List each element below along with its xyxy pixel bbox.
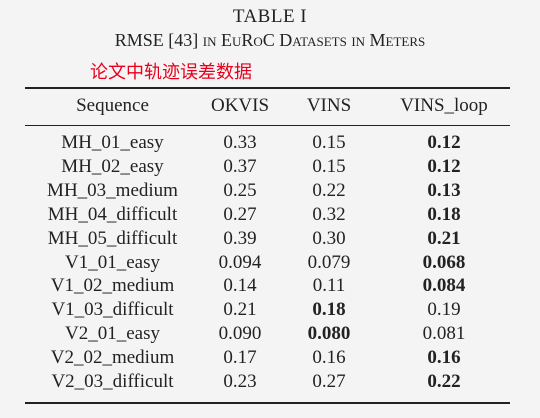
cell-okvis: 0.25 [223, 179, 257, 201]
table-row: MH_04_difficult 0.27 0.32 0.18 [25, 203, 510, 227]
cell-sequence: MH_03_medium [47, 179, 178, 201]
caption-in-1: in [202, 30, 217, 50]
header-row: Sequence OKVIS VINS VINS_loop [25, 92, 510, 120]
cell-vins-loop: 0.068 [422, 251, 466, 273]
cell-vins-loop: 0.12 [427, 132, 461, 153]
top-rule [25, 87, 510, 89]
table-row: MH_01_easy 0.33 0.15 0.12 [25, 131, 510, 155]
table-caption: RMSE [43] in EuRoC Datasets in Meters [0, 30, 540, 51]
table-row: MH_02_easy 0.37 0.15 0.12 [25, 155, 510, 179]
cell-vins: 0.15 [312, 155, 346, 177]
cell-okvis: 0.21 [223, 299, 257, 321]
cell-vins-loop: 0.19 [427, 299, 461, 321]
col-header-vins: VINS [306, 95, 352, 116]
cell-sequence: V2_03_difficult [51, 371, 174, 393]
cell-sequence: V2_02_medium [50, 347, 175, 369]
cell-vins: 0.32 [312, 203, 346, 225]
col-header-okvis: OKVIS [210, 95, 270, 116]
cell-vins: 0.18 [312, 299, 346, 321]
cell-vins: 0.30 [312, 227, 346, 249]
table-row: V2_03_difficult 0.23 0.27 0.22 [25, 370, 510, 394]
cell-okvis: 0.094 [218, 251, 262, 273]
caption-euroc: EuRoC Datasets [220, 30, 347, 50]
cell-vins-loop: 0.18 [427, 203, 461, 225]
table-row: V1_01_easy 0.094 0.079 0.068 [25, 251, 510, 275]
cell-okvis: 0.33 [223, 132, 257, 153]
table-title: TABLE I [232, 6, 308, 27]
cell-okvis: 0.14 [223, 275, 257, 297]
cell-vins: 0.079 [307, 251, 351, 273]
cell-sequence: MH_04_difficult [47, 203, 178, 225]
table-row: V1_03_difficult 0.21 0.18 0.19 [25, 298, 510, 322]
cell-okvis: 0.37 [223, 155, 257, 177]
bottom-rule [25, 402, 510, 404]
red-annotation: 论文中轨迹误差数据 [90, 62, 252, 83]
cell-vins-loop: 0.084 [422, 275, 466, 297]
table-row: V2_01_easy 0.090 0.080 0.081 [25, 322, 510, 346]
cell-sequence: MH_02_easy [61, 155, 164, 177]
table-body: MH_01_easy 0.33 0.15 0.12 MH_02_easy 0.37 0.15… [25, 131, 510, 394]
caption-in-2: in [351, 30, 366, 50]
cell-sequence: V1_02_medium [50, 275, 175, 297]
cell-vins: 0.11 [312, 275, 346, 297]
cell-vins: 0.16 [312, 347, 346, 369]
table-row: MH_05_difficult 0.39 0.30 0.21 [25, 227, 510, 251]
table-row: MH_03_medium 0.25 0.22 0.13 [25, 179, 510, 203]
cell-okvis: 0.090 [218, 323, 262, 345]
col-header-vins-loop: VINS_loop [400, 95, 488, 116]
table-header: Sequence OKVIS VINS VINS_loop [25, 92, 510, 120]
cell-sequence: MH_01_easy [61, 132, 164, 153]
cell-vins-loop: 0.13 [427, 179, 461, 201]
cell-sequence: V1_01_easy [65, 251, 160, 273]
cell-sequence: MH_05_difficult [47, 227, 178, 249]
cell-vins-loop: 0.21 [427, 227, 461, 249]
cell-okvis: 0.27 [223, 203, 257, 225]
caption-rmse: RMSE [43] [114, 30, 199, 50]
cell-vins-loop: 0.081 [422, 323, 466, 345]
cell-sequence: V1_03_difficult [51, 299, 174, 321]
cell-vins: 0.080 [307, 323, 351, 345]
cell-okvis: 0.17 [223, 347, 257, 369]
caption-meters: Meters [369, 30, 426, 50]
cell-vins-loop: 0.12 [427, 155, 461, 177]
table-row: V1_02_medium 0.14 0.11 0.084 [25, 274, 510, 298]
header-rule [25, 125, 510, 126]
cell-sequence: V2_01_easy [65, 323, 160, 345]
cell-vins-loop: 0.16 [427, 347, 461, 369]
cell-vins: 0.15 [312, 132, 346, 153]
cell-okvis: 0.23 [223, 371, 257, 393]
cell-vins-loop: 0.22 [427, 371, 461, 393]
col-header-sequence: Sequence [76, 95, 149, 116]
cell-okvis: 0.39 [223, 227, 257, 249]
cell-vins: 0.27 [312, 371, 346, 393]
table-row: V2_02_medium 0.17 0.16 0.16 [25, 346, 510, 370]
results-table: MH_01_easy 0.33 0.15 0.12 MH_02_easy 0.37 0.15… [25, 131, 510, 394]
cell-vins: 0.22 [312, 179, 346, 201]
